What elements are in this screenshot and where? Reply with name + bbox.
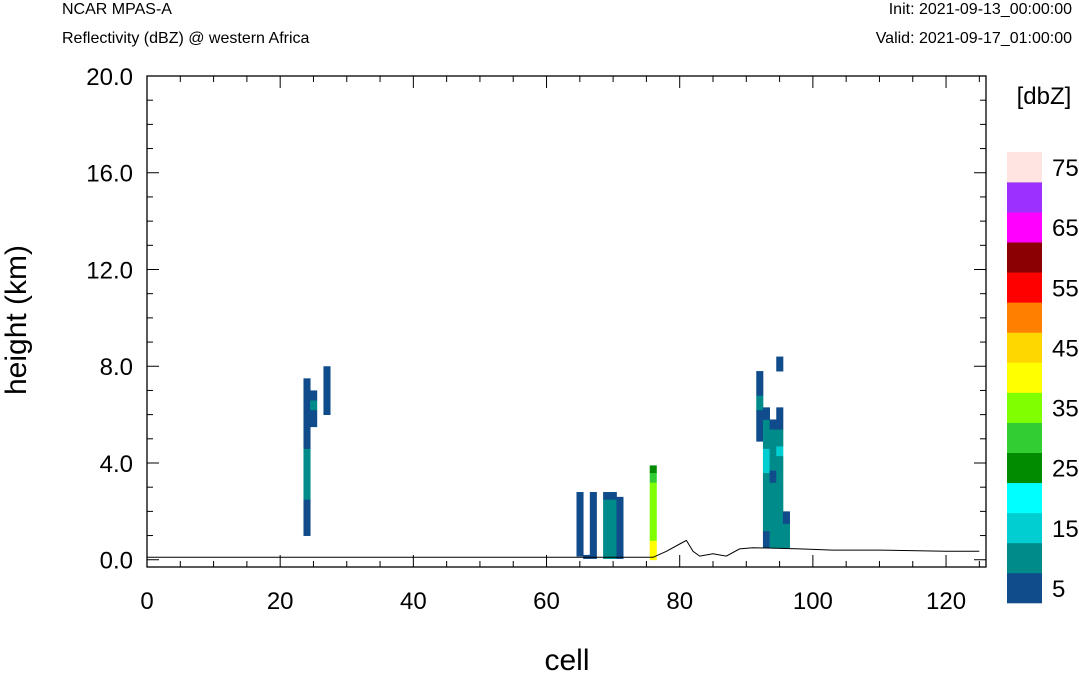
reflectivity-cell — [589, 492, 597, 559]
reflectivity-cell — [310, 400, 318, 411]
reflectivity-cell — [769, 429, 777, 471]
reflectivity-cell — [303, 378, 311, 449]
colorbar-swatch — [1007, 422, 1042, 453]
valid-time: Valid: 2021-09-17_01:00:00 — [875, 30, 1072, 47]
colorbar-swatch — [1007, 362, 1042, 393]
reflectivity-cell — [769, 482, 777, 549]
reflectivity-cell — [756, 395, 764, 411]
init-time: Init: 2021-09-13_00:00:00 — [888, 1, 1072, 18]
reflectivity-cell — [776, 407, 784, 430]
colorbar-title: [dbZ] — [1017, 83, 1072, 110]
terrain-line — [147, 539, 980, 558]
reflectivity-cell — [323, 366, 331, 416]
colorbar: 5 15 25 35 45 55 65 75 — [1007, 152, 1079, 604]
colorbar-swatch — [1007, 512, 1042, 544]
reflectivity-cell — [762, 448, 770, 474]
reflectivity-cell — [776, 429, 784, 447]
plot-area: 0 20 40 60 80 100 120 0.0 4.0 8.0 12.0 16.0 20.0 — [86, 64, 987, 615]
reflectivity-cell — [310, 390, 318, 401]
x-tick-label: 40 — [400, 588, 427, 615]
reflectivity-cell — [649, 482, 657, 541]
plot-frame — [146, 75, 987, 568]
reflectivity-cell — [603, 499, 611, 559]
reflectivity-cell — [303, 448, 311, 500]
colorbar-label: 55 — [1052, 275, 1079, 302]
x-tick-label: 60 — [533, 588, 560, 615]
reflectivity-cell — [609, 492, 617, 500]
reflectivity-cell — [616, 496, 624, 559]
reflectivity-cell — [576, 492, 584, 557]
y-tick-label: 12.0 — [86, 257, 133, 284]
y-tick-label: 8.0 — [100, 354, 133, 381]
reflectivity-cell — [776, 455, 784, 549]
y-tick-label: 16.0 — [86, 161, 133, 188]
reflectivity-cell — [303, 499, 311, 536]
colorbar-swatch — [1007, 302, 1042, 333]
reflectivity-cell — [762, 530, 770, 549]
reflectivity-cell — [756, 409, 764, 442]
reflectivity-cell — [649, 540, 657, 561]
x-tick-label: 80 — [666, 588, 693, 615]
y-tick-label: 0.0 — [100, 548, 133, 575]
reflectivity-cell — [762, 419, 770, 449]
colorbar-swatch — [1007, 182, 1042, 213]
reflectivity-cell — [762, 472, 770, 532]
colorbar-swatch — [1007, 332, 1042, 363]
x-tick-label: 20 — [267, 588, 294, 615]
colorbar-swatch — [1007, 452, 1042, 484]
reflectivity-cell — [609, 499, 617, 559]
colorbar-swatch — [1007, 572, 1042, 604]
reflectivity-cell — [776, 446, 784, 457]
reflectivity-cell — [649, 465, 657, 474]
reflectivity-cell — [782, 511, 790, 524]
colorbar-swatch — [1007, 152, 1042, 183]
x-tick-label: 120 — [926, 588, 966, 615]
x-tick-label: 100 — [793, 588, 833, 615]
model-title: NCAR MPAS-A — [62, 1, 172, 18]
colorbar-swatch — [1007, 482, 1042, 514]
x-axis-label: cell — [544, 644, 589, 677]
reflectivity-cell — [782, 523, 790, 549]
colorbar-swatch — [1007, 212, 1042, 243]
colorbar-label: 5 — [1052, 576, 1065, 603]
reflectivity-cell — [603, 492, 611, 500]
colorbar-label: 45 — [1052, 335, 1079, 362]
y-tick-label: 20.0 — [86, 64, 133, 91]
field-title: Reflectivity (dBZ) @ western Africa — [62, 30, 310, 47]
colorbar-label: 75 — [1052, 155, 1079, 182]
colorbar-label: 15 — [1052, 516, 1079, 543]
y-axis-label: height (km) — [0, 245, 33, 395]
colorbar-swatch — [1007, 272, 1042, 303]
reflectivity-cell — [769, 419, 777, 430]
colorbar-label: 65 — [1052, 215, 1079, 242]
colorbar-label: 35 — [1052, 396, 1079, 423]
y-tick-label: 4.0 — [100, 451, 133, 478]
colorbar-swatch — [1007, 542, 1042, 574]
reflectivity-cell — [310, 409, 318, 428]
colorbar-swatch — [1007, 242, 1042, 273]
reflectivity-cell — [756, 371, 764, 396]
colorbar-label: 25 — [1052, 456, 1079, 483]
x-tick-label: 0 — [140, 588, 153, 615]
reflectivity-cell — [769, 470, 777, 483]
reflectivity-cell — [762, 407, 770, 420]
reflectivity-cell — [649, 472, 657, 483]
colorbar-swatch — [1007, 392, 1042, 423]
reflectivity-cell — [776, 356, 784, 372]
